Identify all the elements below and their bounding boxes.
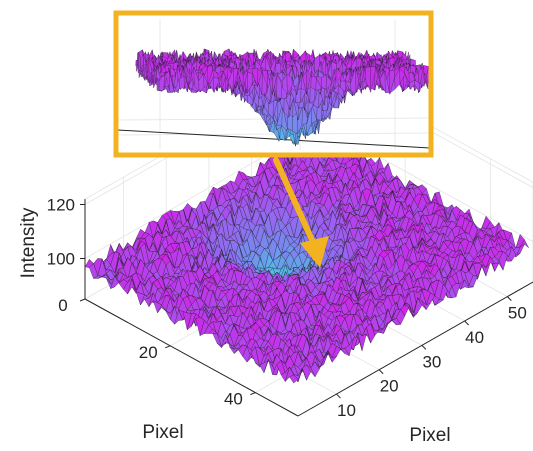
surface-facet — [289, 374, 299, 384]
y-tick-mark — [79, 298, 86, 302]
x-tick-label: 10 — [337, 401, 356, 420]
x-tick-label: 30 — [422, 352, 441, 371]
x-tick-mark — [507, 296, 512, 301]
y-axis-line — [84, 298, 299, 417]
x-tick-label: 50 — [508, 304, 527, 323]
x-axis-label: Pixel — [409, 425, 450, 446]
main-axes — [79, 199, 533, 417]
main-surface — [84, 125, 529, 384]
z-axis-label: Intensity — [18, 207, 39, 278]
y-tick-mark — [250, 392, 256, 396]
inset-surface — [135, 48, 430, 147]
x-axis-line — [297, 281, 533, 417]
y-axis-label: Pixel — [142, 422, 183, 443]
x-tick-mark — [336, 393, 341, 399]
tick-labels: 10 20 30 40 50 0 20 40 100 120 — [47, 196, 527, 421]
inset-gridline — [117, 132, 432, 136]
z-tick-label: 120 — [47, 196, 75, 215]
x-tick-mark — [378, 369, 384, 375]
inset-zoom-panel — [113, 10, 434, 158]
x-tick-label: 20 — [380, 377, 399, 396]
y-tick-label: 0 — [58, 296, 67, 315]
z-tick-label: 100 — [47, 250, 75, 269]
y-tick-mark — [165, 345, 171, 349]
inset-axis-line — [117, 129, 431, 149]
y-tick-label: 20 — [139, 343, 158, 362]
y-tick-label: 40 — [224, 390, 243, 409]
x-tick-mark — [421, 344, 427, 350]
x-tick-mark — [464, 320, 469, 326]
x-tick-label: 40 — [465, 328, 484, 347]
